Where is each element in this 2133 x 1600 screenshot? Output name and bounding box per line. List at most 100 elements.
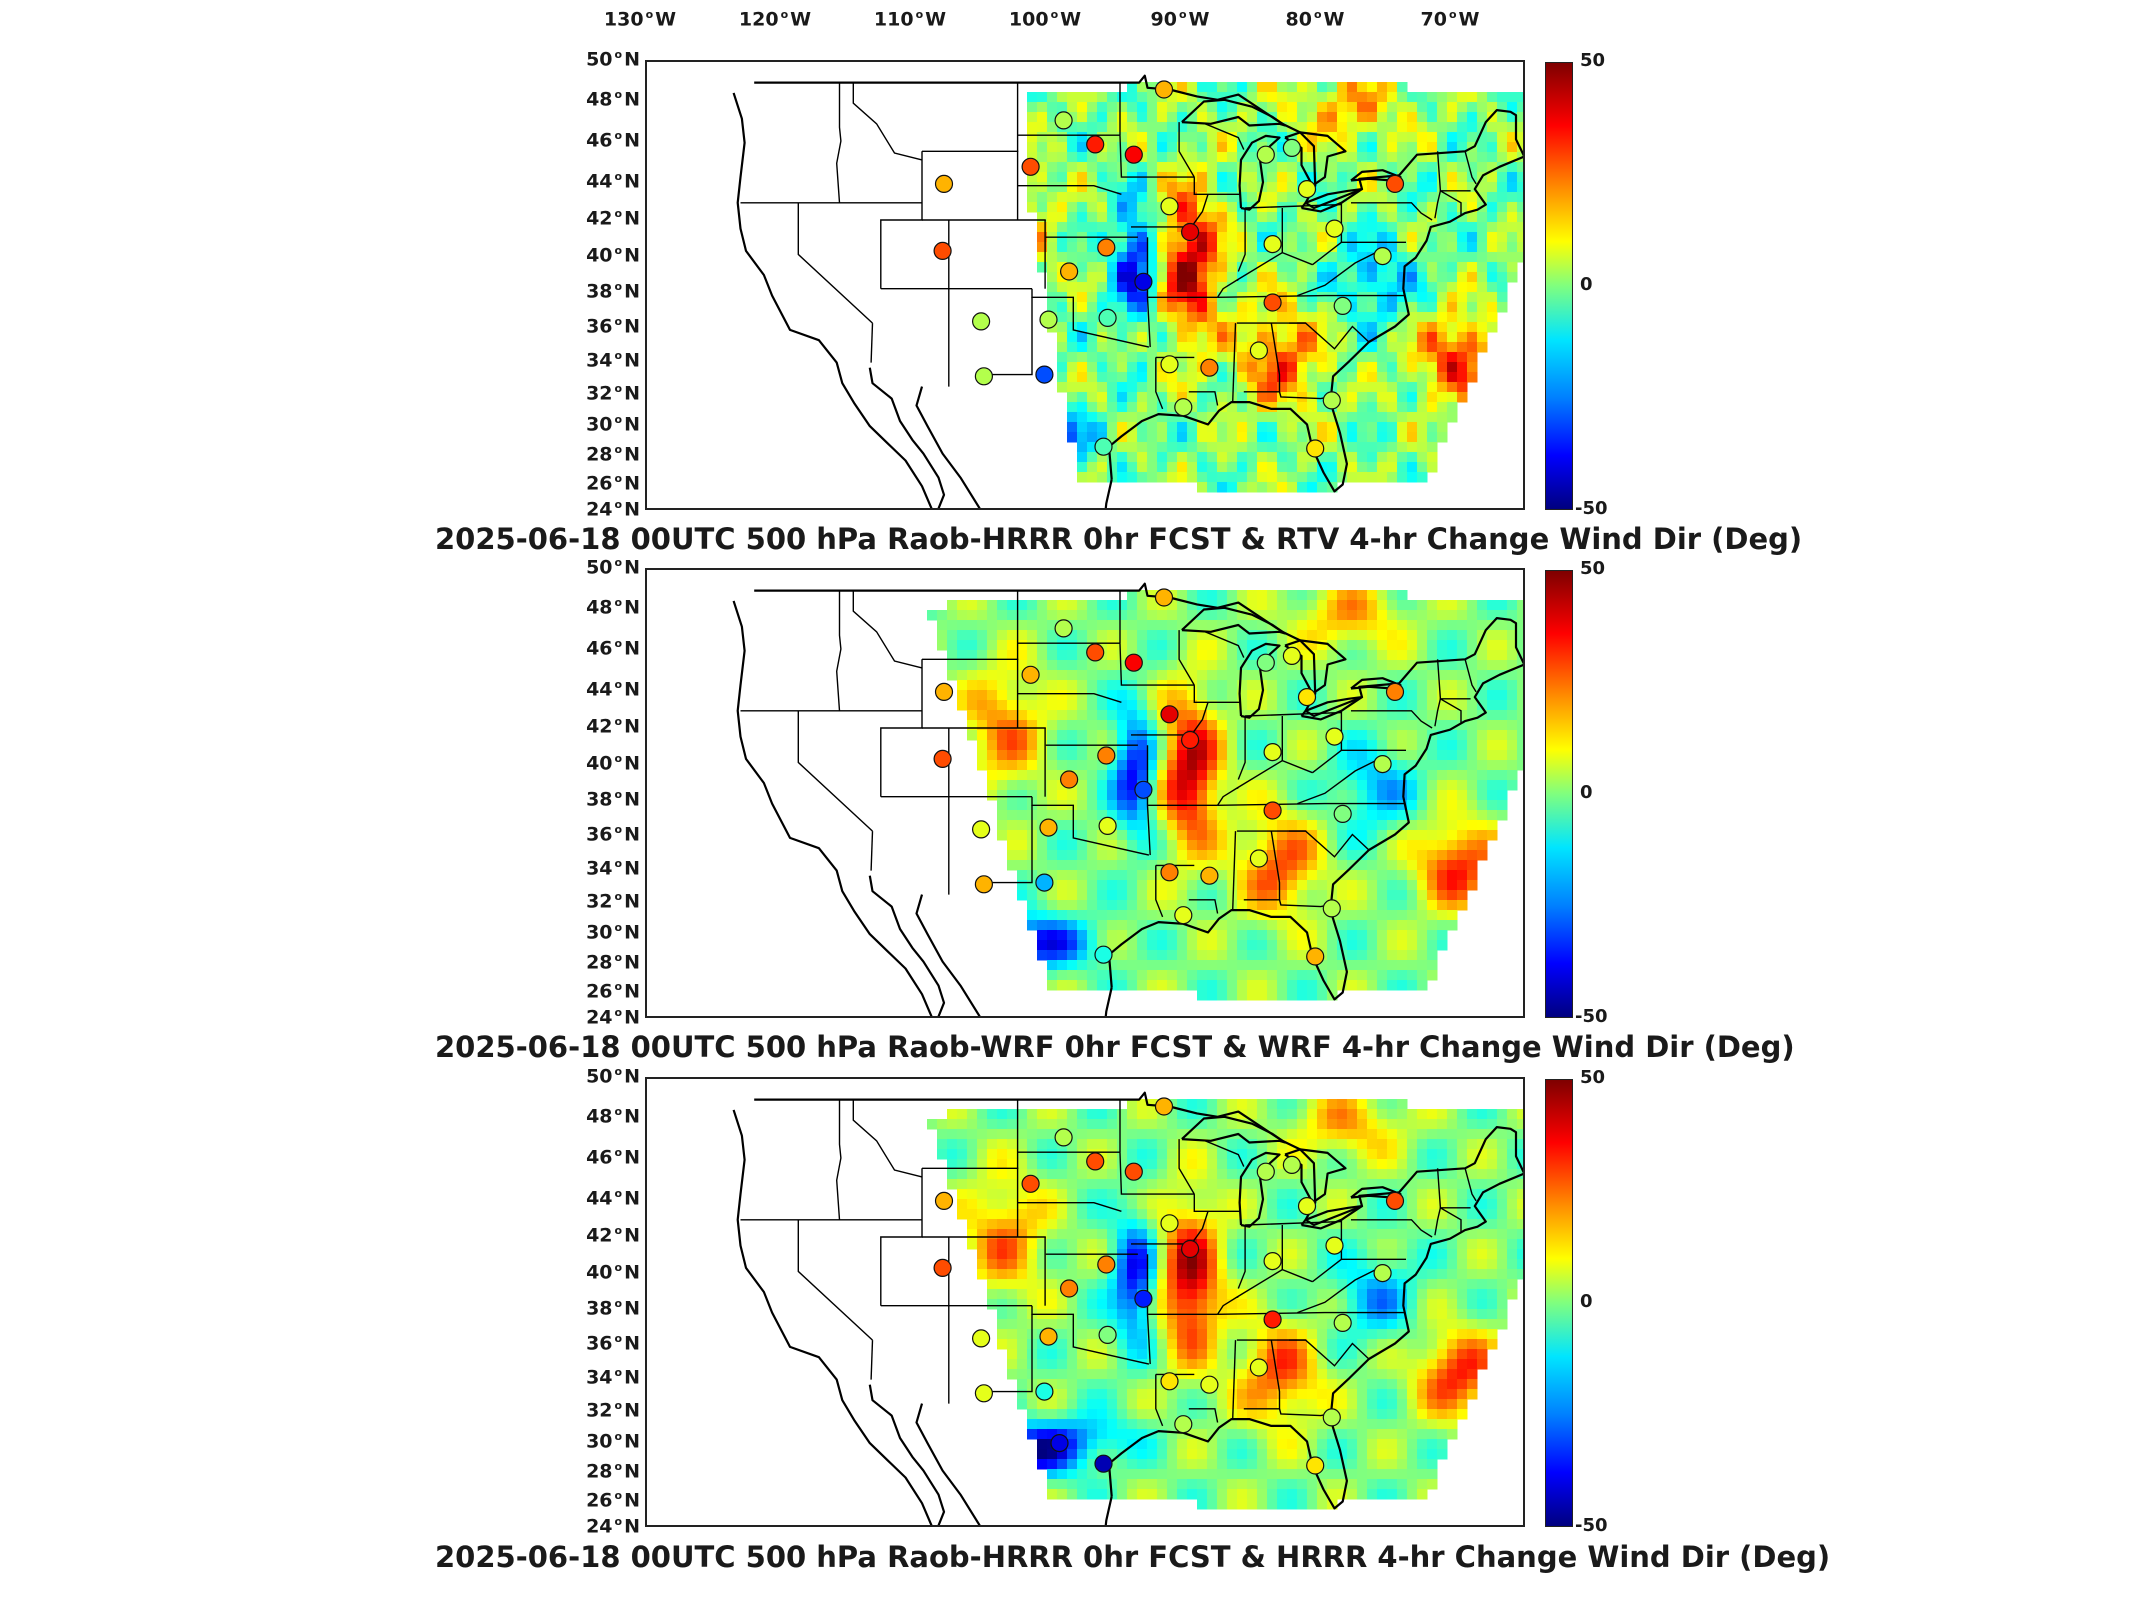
raob-station-marker[interactable] [974,875,993,894]
raob-station-marker[interactable] [1134,272,1153,291]
raob-station-marker[interactable] [1035,1382,1054,1401]
raob-station-marker[interactable] [1134,780,1153,799]
raob-station-marker[interactable] [1263,801,1282,820]
raob-station-marker[interactable] [1054,1128,1073,1147]
raob-station-marker[interactable] [1333,804,1352,823]
raob-station-marker[interactable] [1021,665,1040,684]
raob-station-marker[interactable] [1180,730,1200,750]
raob-station-marker[interactable] [1160,355,1179,374]
raob-station-marker[interactable] [934,1191,954,1211]
raob-station-marker[interactable] [1306,1456,1325,1475]
raob-station-marker[interactable] [1249,1358,1269,1377]
raob-station-marker[interactable] [1263,743,1282,762]
raob-station-marker[interactable] [1174,906,1193,925]
map-1[interactable] [645,60,1525,510]
raob-station-marker[interactable] [972,820,991,839]
raob-station-marker[interactable] [1160,1214,1179,1233]
raob-station-marker[interactable] [1098,308,1117,327]
map-3[interactable] [645,1077,1525,1527]
raob-station-marker[interactable] [1282,138,1302,158]
raob-station-marker[interactable] [1322,1408,1341,1427]
raob-station-marker[interactable] [1325,1236,1344,1255]
raob-station-marker[interactable] [1154,588,1174,607]
raob-station-marker[interactable] [1035,365,1054,384]
raob-station-marker[interactable] [1263,1252,1282,1271]
raob-station-marker[interactable] [1098,1325,1117,1344]
raob-station-marker[interactable] [934,682,954,702]
raob-station-marker[interactable] [1385,174,1405,194]
raob-station-marker[interactable] [1124,1162,1143,1181]
raob-station-marker[interactable] [972,312,991,331]
raob-station-marker[interactable] [1385,682,1405,702]
raob-station-marker[interactable] [934,174,954,194]
raob-station-marker[interactable] [1134,1289,1153,1308]
raob-station-marker[interactable] [1039,818,1058,837]
raob-station-marker[interactable] [1174,1415,1193,1434]
raob-station-marker[interactable] [1263,293,1282,312]
raob-station-marker[interactable] [1021,1174,1040,1193]
raob-station-marker[interactable] [1035,873,1054,892]
raob-station-marker[interactable] [1322,391,1341,410]
raob-station-marker[interactable] [1160,197,1179,216]
raob-station-marker[interactable] [1160,863,1179,882]
raob-station-marker[interactable] [1249,341,1269,360]
raob-station-marker[interactable] [1039,310,1058,329]
raob-station-marker[interactable] [1325,727,1344,746]
raob-station-marker[interactable] [1180,1239,1200,1259]
raob-station-marker[interactable] [933,749,952,768]
raob-station-marker[interactable] [1094,1454,1113,1473]
raob-station-marker[interactable] [1256,1162,1275,1181]
raob-station-marker[interactable] [1086,135,1105,154]
raob-station-marker[interactable] [1306,439,1325,458]
raob-station-marker[interactable] [1060,262,1079,281]
raob-station-marker[interactable] [1373,755,1392,774]
raob-station-marker[interactable] [1021,157,1040,176]
raob-station-marker[interactable] [1263,1310,1282,1329]
raob-station-marker[interactable] [1200,1375,1219,1394]
raob-station-marker[interactable] [1060,1279,1079,1298]
raob-station-marker[interactable] [974,367,993,386]
raob-station-marker[interactable] [1297,1196,1317,1216]
raob-station-marker[interactable] [1086,1152,1105,1171]
raob-station-marker[interactable] [1263,235,1282,254]
raob-station-marker[interactable] [1256,653,1275,672]
raob-station-marker[interactable] [1249,849,1269,868]
raob-station-marker[interactable] [1094,945,1113,964]
raob-station-marker[interactable] [1160,1372,1179,1391]
raob-station-marker[interactable] [1322,899,1341,918]
raob-station-marker[interactable] [1054,111,1073,130]
raob-station-marker[interactable] [933,241,952,260]
raob-station-marker[interactable] [1200,866,1219,885]
raob-station-marker[interactable] [1200,358,1219,377]
raob-station-marker[interactable] [1180,222,1200,242]
raob-station-marker[interactable] [1325,219,1344,238]
raob-station-marker[interactable] [1297,179,1317,199]
raob-station-marker[interactable] [1097,746,1116,765]
map-2[interactable] [645,568,1525,1018]
raob-station-marker[interactable] [1160,705,1179,724]
raob-station-marker[interactable] [1174,398,1193,417]
raob-station-marker[interactable] [1256,145,1275,164]
raob-station-marker[interactable] [1098,816,1117,835]
raob-station-marker[interactable] [974,1384,993,1403]
raob-station-marker[interactable] [1060,770,1079,789]
raob-station-marker[interactable] [1385,1191,1405,1211]
raob-station-marker[interactable] [1124,145,1143,164]
raob-station-marker[interactable] [1282,646,1302,666]
raob-station-marker[interactable] [1333,296,1352,315]
raob-station-marker[interactable] [1097,238,1116,257]
raob-station-marker[interactable] [1050,1434,1069,1453]
raob-station-marker[interactable] [1306,947,1325,966]
raob-station-marker[interactable] [1154,1097,1174,1116]
raob-station-marker[interactable] [933,1258,952,1277]
raob-station-marker[interactable] [1124,653,1143,672]
raob-station-marker[interactable] [1282,1155,1302,1175]
raob-station-marker[interactable] [972,1329,991,1348]
raob-station-marker[interactable] [1086,643,1105,662]
raob-station-marker[interactable] [1297,687,1317,707]
raob-station-marker[interactable] [1097,1255,1116,1274]
raob-station-marker[interactable] [1094,437,1113,456]
raob-station-marker[interactable] [1154,80,1174,99]
raob-station-marker[interactable] [1373,1264,1392,1283]
raob-station-marker[interactable] [1373,247,1392,266]
